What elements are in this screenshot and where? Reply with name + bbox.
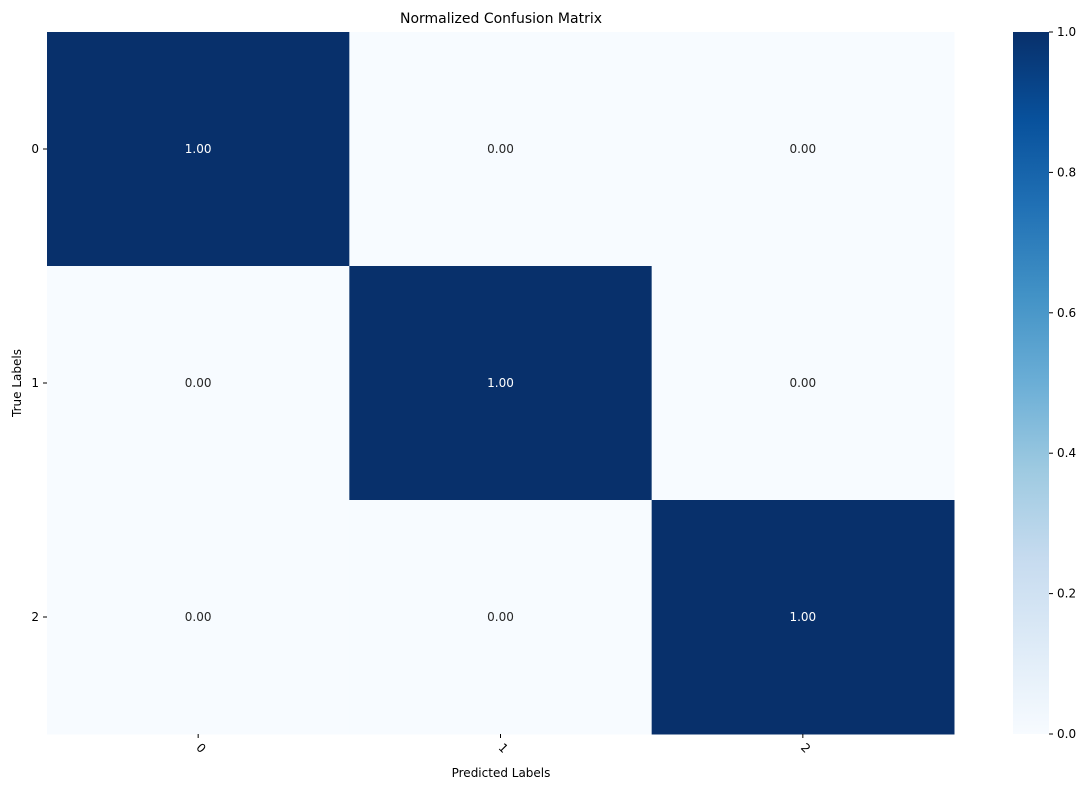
y-tick-label-2: 2 [31, 610, 39, 624]
colorbar-tick-label-1: 0.2 [1057, 587, 1076, 601]
colorbar-ticks: 0.0 0.2 0.4 0.6 0.8 1.0 [1049, 25, 1076, 741]
heatmap-cell-0-0 [47, 32, 350, 267]
heatmap-cell-1-0 [47, 266, 350, 501]
cell-annotation-1-0: 0.00 [185, 376, 212, 390]
cell-annotation-2-1: 0.00 [487, 610, 514, 624]
heatmap-cell-2-1 [349, 500, 653, 735]
cell-annotation-2-0: 0.00 [185, 610, 212, 624]
colorbar-tick-label-4: 0.8 [1057, 165, 1076, 179]
x-tick-label-0: 0 [193, 741, 208, 756]
colorbar-tick-label-0: 0.0 [1057, 727, 1076, 741]
heatmap-cell-2-0 [47, 500, 350, 735]
cell-annotation-1-2: 0.00 [789, 376, 816, 390]
cell-annotation-2-2: 1.00 [789, 610, 816, 624]
colorbar-tick-label-5: 1.0 [1057, 25, 1076, 39]
colorbar-tick-label-2: 0.4 [1057, 446, 1076, 460]
x-tick-label-2: 2 [798, 741, 813, 756]
heatmap-grid: 1.00 0.00 0.00 0.00 1.00 0.00 0.00 0.00 1.00 [47, 32, 955, 735]
heatmap-cell-1-2 [651, 266, 955, 501]
colorbar [1013, 32, 1049, 734]
heatmap-cell-1-1 [349, 266, 653, 501]
colorbar-tick-label-3: 0.6 [1057, 306, 1076, 320]
y-tick-label-0: 0 [31, 142, 39, 156]
y-axis-ticks: 0 1 2 [31, 142, 47, 624]
cell-annotation-0-1: 0.00 [487, 142, 514, 156]
x-axis-ticks: 0 1 2 [193, 734, 813, 756]
x-axis-label: Predicted Labels [452, 766, 551, 780]
y-tick-label-1: 1 [31, 376, 39, 390]
chart-title: Normalized Confusion Matrix [400, 11, 602, 27]
cell-annotation-1-1: 1.00 [487, 376, 514, 390]
heatmap-cell-0-1 [349, 32, 653, 267]
x-tick-label-1: 1 [496, 741, 511, 756]
heatmap-cell-0-2 [651, 32, 955, 267]
cell-annotation-0-2: 0.00 [789, 142, 816, 156]
y-axis-label: True Labels [10, 349, 24, 418]
cell-annotation-0-0: 1.00 [185, 142, 212, 156]
heatmap-cell-2-2 [651, 500, 955, 735]
